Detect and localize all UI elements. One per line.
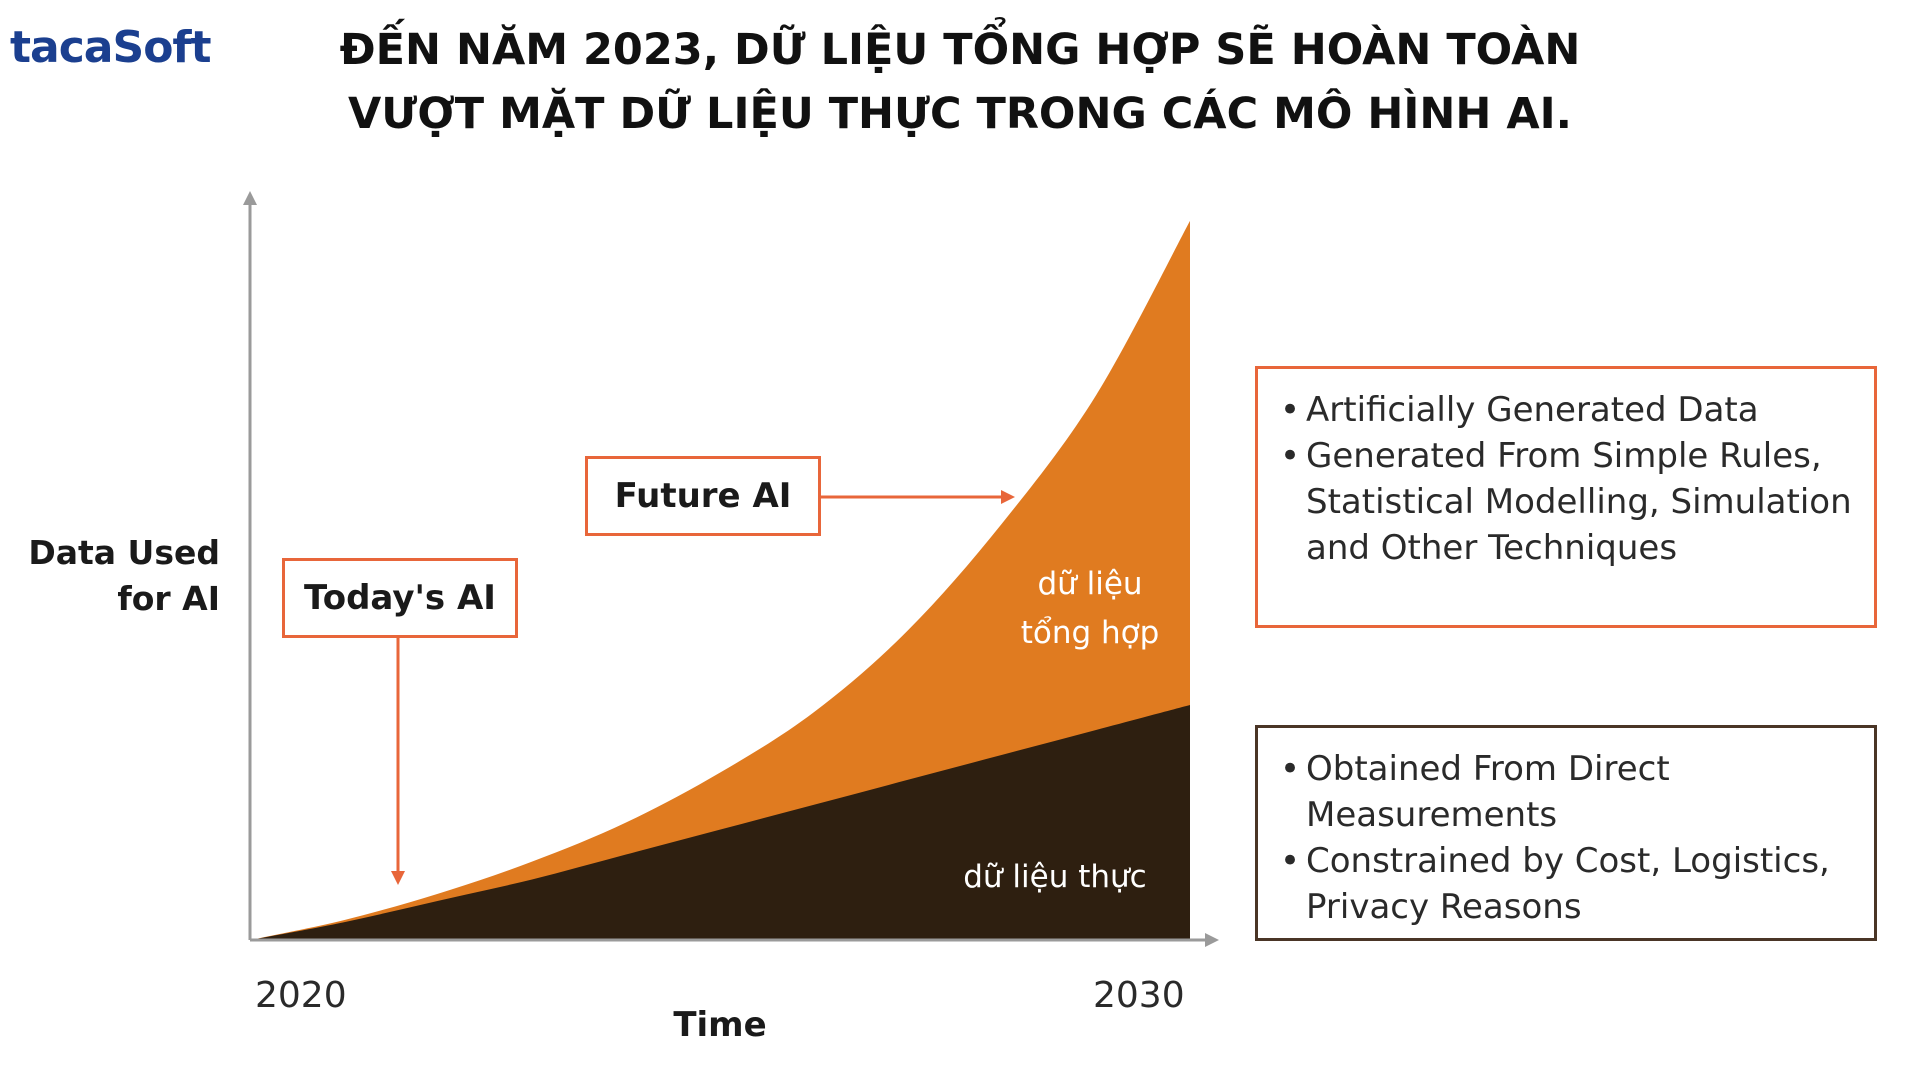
synthetic-area-label: dữ liệu tổng hợp	[1020, 566, 1160, 651]
future-ai-label: Future AI	[585, 456, 821, 536]
headline-line-2: VƯỢT MẶT DỮ LIỆU THỰC TRONG CÁC MÔ HÌNH …	[348, 89, 1572, 139]
real-data-description: • Obtained From Direct Measurements • Cons…	[1255, 725, 1877, 941]
x-axis-label: Time	[673, 1005, 767, 1045]
todays-ai-label: Today's AI	[282, 558, 518, 638]
real-area-label: dữ liệu thực	[963, 859, 1147, 895]
synthetic-data-description: • Artificially Generated Data • Generated …	[1255, 366, 1877, 628]
list-item: • Constrained by Cost, Logistics, Privacy…	[1280, 841, 1830, 927]
real-data-area	[250, 705, 1190, 940]
x-tick-2030: 2030	[1093, 975, 1185, 1016]
list-item: • Generated From Simple Rules, Statistica…	[1280, 436, 1852, 568]
tacasoft-logo: tacaSoft	[10, 22, 212, 73]
x-tick-2020: 2020	[255, 975, 347, 1016]
headline-line-1: ĐẾN NĂM 2023, DỮ LIỆU TỔNG HỢP SẼ HOÀN T…	[339, 25, 1581, 75]
headline: ĐẾN NĂM 2023, DỮ LIỆU TỔNG HỢP SẼ HOÀN T…	[260, 18, 1660, 146]
list-item: • Artificially Generated Data	[1280, 390, 1759, 430]
list-item: • Obtained From Direct Measurements	[1280, 749, 1670, 835]
synthetic-data-area	[250, 220, 1190, 940]
y-axis-label: Data Used for AI	[28, 533, 220, 618]
